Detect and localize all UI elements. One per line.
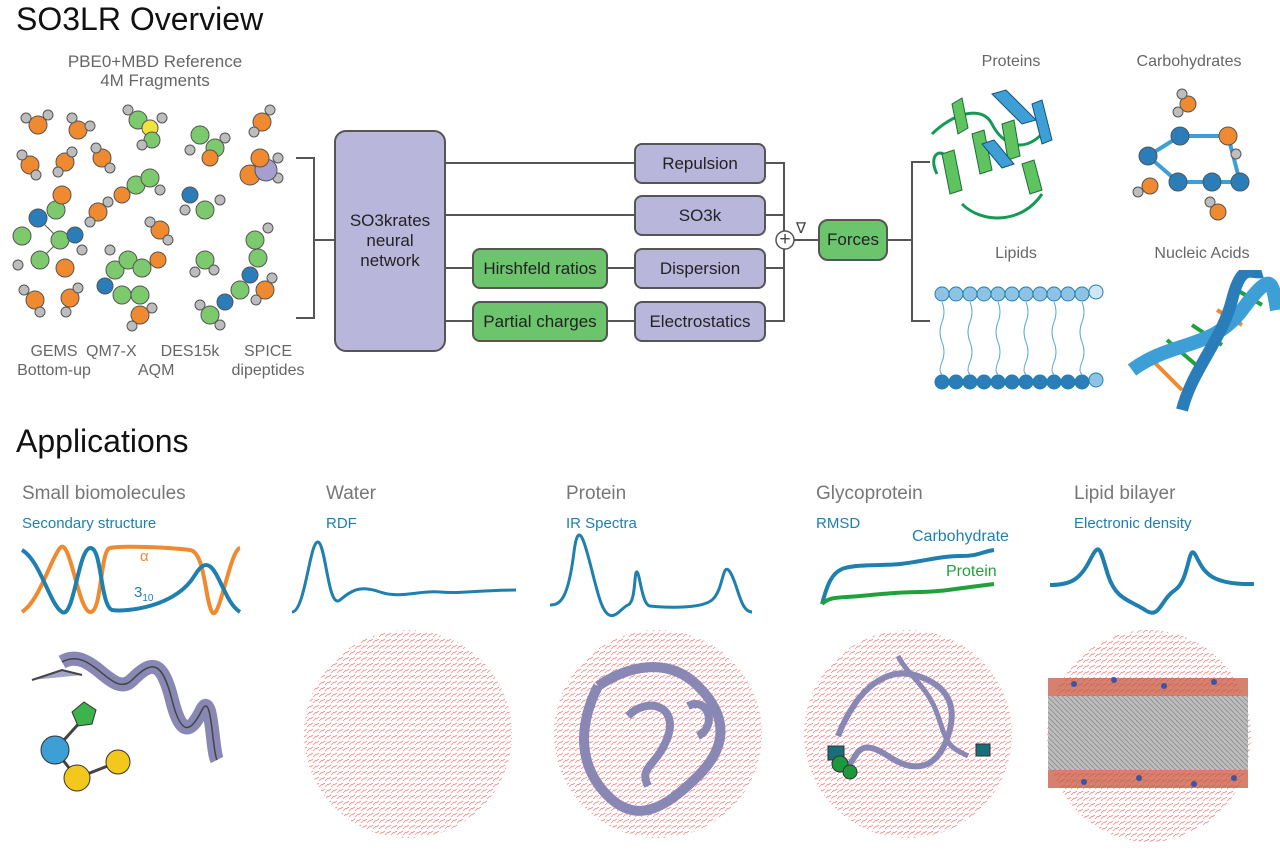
secondary-structure-curves — [20, 544, 242, 616]
so3k-label: SO3k — [678, 205, 722, 225]
so3k-box: SO3k — [634, 195, 766, 236]
lipid-bilayer-image — [934, 284, 1104, 390]
reference-line2: 4M Fragments — [100, 71, 210, 90]
rmsd-carbohydrate-curve — [820, 548, 995, 605]
system-proteins: Proteins — [981, 53, 1041, 70]
electrostatics-box: Electrostatics — [634, 301, 766, 342]
gradient-symbol: ∇ — [796, 220, 807, 237]
dataset-gems: GEMS Bottom-up — [14, 342, 94, 380]
three-ten-sub: 10 — [142, 593, 154, 604]
sum-symbol: + — [779, 229, 791, 250]
system-lipids: Lipids — [995, 245, 1037, 262]
small-biomolecule-image — [31, 651, 224, 792]
dispersion-box: Dispersion — [634, 248, 766, 289]
electrostatics-label: Electrostatics — [649, 311, 751, 331]
ir-spectra-curve — [549, 533, 753, 617]
network-box: SO3krates neural network — [334, 130, 446, 352]
panel-protein-title: Protein — [566, 483, 627, 504]
lipid-bilayer-simulation-image — [1047, 630, 1251, 842]
dataset-qm7x: QM7-X AQM — [82, 342, 175, 380]
dataset-des15k: DES15k — [160, 343, 220, 360]
water-box-image — [304, 630, 512, 838]
nucleic-acid-image — [1127, 270, 1280, 412]
panel-glycoprotein-plot: RMSD — [816, 515, 861, 532]
dataset-qm7x-label: QM7-X — [86, 343, 137, 360]
applications-title: Applications — [16, 423, 189, 459]
hirshfeld-label: Hirshfeld ratios — [483, 258, 597, 278]
repulsion-label: Repulsion — [662, 153, 738, 173]
panel-lipid-bilayer-plot: Electronic density — [1074, 515, 1192, 532]
panel-water-plot: RDF — [326, 515, 357, 532]
repulsion-box: Repulsion — [634, 143, 766, 184]
system-nucleic-acids: Nucleic Acids — [1154, 245, 1250, 262]
panel-lipid-bilayer-title: Lipid bilayer — [1074, 483, 1176, 504]
three-ten-main: 3 — [134, 584, 143, 601]
panel-protein-plot: IR Spectra — [566, 515, 637, 532]
glycoprotein-image — [804, 630, 1012, 838]
carbohydrate-annotation: Carbohydrate — [912, 528, 1009, 545]
three-ten-annotation: 310 — [134, 584, 153, 604]
system-carbohydrates: Carbohydrates — [1136, 53, 1242, 70]
dataset-gems-label: GEMS — [30, 343, 78, 360]
fragment-molecules — [12, 104, 284, 332]
rdf-curve — [291, 540, 517, 614]
dataset-aqm-label: AQM — [138, 362, 175, 379]
reference-line1: PBE0+MBD Reference — [67, 52, 243, 71]
charges-label: Partial charges — [483, 311, 597, 331]
panel-small-biomolecules-plot: Secondary structure — [22, 515, 157, 532]
panel-glycoprotein-title: Glycoprotein — [816, 483, 923, 504]
panel-small-biomolecules-title: Small biomolecules — [22, 483, 186, 504]
panel-water-title: Water — [326, 483, 376, 504]
dataset-spice-label: SPICE — [243, 343, 292, 360]
rmsd-protein-curve — [820, 582, 995, 606]
overview-title: SO3LR Overview — [16, 1, 264, 37]
charges-box: Partial charges — [472, 301, 608, 342]
protein-solvated-image — [554, 630, 762, 838]
forces-box: Forces — [818, 219, 888, 261]
alpha-annotation: α — [140, 548, 149, 565]
dataset-bottom-up-label: Bottom-up — [17, 362, 91, 379]
carbohydrate-structure-image — [1132, 88, 1250, 221]
dispersion-label: Dispersion — [659, 258, 741, 278]
reference-label: PBE0+MBD Reference 4M Fragments — [40, 52, 270, 90]
protein-structure-image — [930, 89, 1053, 220]
protein-annotation: Protein — [946, 563, 997, 580]
dataset-spice: SPICE dipeptides — [228, 342, 308, 380]
hirshfeld-box: Hirshfeld ratios — [472, 248, 608, 289]
forces-label: Forces — [827, 230, 879, 249]
network-label: SO3krates neural network — [349, 211, 431, 270]
dataset-dipeptides-label: dipeptides — [231, 362, 305, 379]
electronic-density-curve — [1049, 547, 1255, 615]
